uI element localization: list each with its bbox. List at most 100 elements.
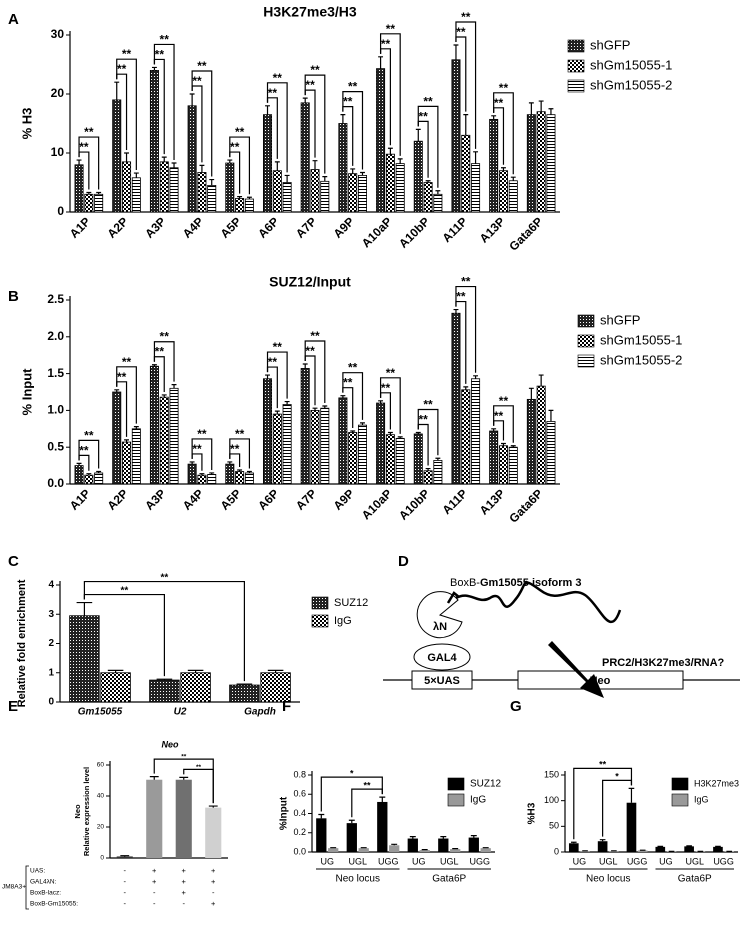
significance-bracket xyxy=(78,136,100,190)
error-bar xyxy=(284,400,290,405)
error-bar xyxy=(227,461,233,465)
bar xyxy=(197,172,207,213)
error-bar xyxy=(246,196,252,200)
gal4-shape xyxy=(413,643,471,671)
significance-label: ** xyxy=(181,754,187,761)
panel-letter: E xyxy=(8,698,18,715)
error-bar xyxy=(199,473,205,476)
bar xyxy=(74,164,84,213)
error-bar xyxy=(322,405,328,409)
bar xyxy=(423,470,433,485)
error-bar xyxy=(312,160,318,170)
y-tick-label: 20 xyxy=(97,824,105,831)
error-bar xyxy=(409,836,416,839)
legend-swatch xyxy=(671,793,689,807)
significance-label: ** xyxy=(197,427,207,441)
bar xyxy=(526,114,536,213)
bar xyxy=(385,434,395,485)
uas-label: 5×UAS xyxy=(424,675,460,687)
bar xyxy=(84,474,94,485)
legend-label: shGm15055-1 xyxy=(600,332,682,347)
bar xyxy=(413,140,423,213)
significance-label: ** xyxy=(310,329,320,343)
bar xyxy=(413,433,423,485)
bar xyxy=(122,161,132,213)
y-tick-label: 10 xyxy=(51,145,65,159)
y-tick-label: 0.2 xyxy=(293,827,306,837)
error-bar xyxy=(510,176,516,181)
error-bar xyxy=(397,436,403,439)
significance-label: ** xyxy=(192,442,202,456)
error-bar xyxy=(151,364,157,367)
x-tick-label: A5P xyxy=(218,486,244,512)
error-bar xyxy=(265,374,270,379)
bar xyxy=(169,167,179,213)
condition-name: UAS: xyxy=(30,868,45,875)
x-tick-label: A5P xyxy=(218,214,244,240)
bar xyxy=(282,182,292,213)
bar xyxy=(116,856,133,858)
error-bar xyxy=(161,156,167,162)
bar xyxy=(389,845,400,852)
x-tick-label: A13P xyxy=(477,214,508,245)
error-bar xyxy=(274,161,280,171)
y-tick-label: 0.6 xyxy=(293,789,306,799)
x-tick-label: UGL xyxy=(685,856,704,866)
significance-bracket xyxy=(342,372,364,420)
significance-bracket xyxy=(493,92,514,175)
error-bar xyxy=(208,805,218,808)
condition-value: + xyxy=(211,899,216,908)
y-tick-label: 0.8 xyxy=(293,769,306,779)
error-bar xyxy=(227,159,233,164)
panel-letter: A xyxy=(8,11,19,28)
significance-label: ** xyxy=(423,397,433,411)
condition-value: + xyxy=(182,866,187,875)
significance-bracket xyxy=(342,91,364,170)
panel-letter: D xyxy=(398,553,409,570)
significance-bracket xyxy=(266,82,288,173)
x-tick-label: A3P xyxy=(142,486,168,512)
legend-swatch xyxy=(311,614,329,628)
error-bar xyxy=(274,410,280,415)
condition-value: - xyxy=(212,888,215,897)
bar xyxy=(272,170,282,213)
chart-title: SUZ12/Input xyxy=(269,274,351,290)
error-bar xyxy=(360,171,365,176)
bar xyxy=(471,163,481,213)
bar xyxy=(197,474,207,485)
bar xyxy=(626,802,637,852)
bar xyxy=(536,111,546,213)
significance-label: ** xyxy=(122,355,132,369)
condition-group-label: JM8A3+ xyxy=(2,884,26,891)
legend-swatch xyxy=(577,354,595,368)
error-bar xyxy=(237,469,243,472)
bar xyxy=(385,153,395,213)
legend-label: shGFP xyxy=(600,312,640,327)
significance-bracket xyxy=(320,776,383,812)
condition-brace xyxy=(25,865,29,910)
bar xyxy=(471,378,481,485)
error-bar xyxy=(340,395,346,398)
bar xyxy=(597,841,608,852)
significance-label: ** xyxy=(419,109,429,123)
error-bar xyxy=(570,841,577,844)
x-tick-label: A11P xyxy=(439,486,470,517)
error-bar xyxy=(199,164,205,173)
error-bar xyxy=(302,363,308,369)
error-bar xyxy=(86,473,92,476)
y-axis-label: % H3 xyxy=(19,108,34,140)
error-bar xyxy=(302,97,308,103)
group-label: Gata6P xyxy=(432,874,466,885)
x-tick-label: A7P xyxy=(293,214,319,240)
significance-label: ** xyxy=(235,427,245,441)
legend-label: shGFP xyxy=(590,37,630,52)
bar xyxy=(407,838,418,852)
y-tick-label: 0.4 xyxy=(293,808,306,818)
bar xyxy=(348,432,358,485)
significance-label: ** xyxy=(230,442,240,456)
significance-label: ** xyxy=(155,47,165,61)
significance-label: ** xyxy=(461,275,471,289)
y-axis-label: % Input xyxy=(19,368,34,416)
significance-bracket xyxy=(229,136,251,195)
